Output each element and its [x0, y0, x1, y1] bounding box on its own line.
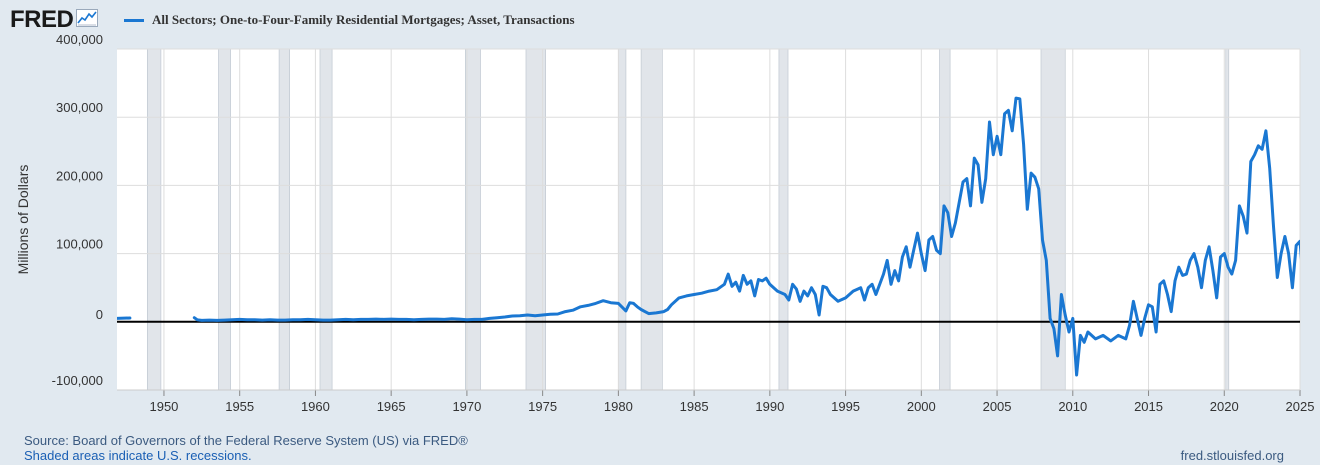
plot-area — [117, 49, 1300, 390]
x-tick-label: 1970 — [452, 399, 481, 414]
recession-band — [618, 48, 627, 391]
chart-canvas: -100,000 0 100,000 200,000 300,000 400,000 195… — [15, 32, 1315, 414]
x-tick-label: 2000 — [907, 399, 936, 414]
recession-band — [778, 48, 789, 391]
recession-band — [1040, 48, 1066, 391]
legend-label[interactable]: All Sectors; One-to-Four-Family Resident… — [152, 12, 575, 27]
y-tick-label: 0 — [96, 307, 103, 322]
trend-line-icon — [76, 8, 99, 32]
recession-band — [278, 48, 290, 391]
x-tick-label: 2010 — [1058, 399, 1087, 414]
recession-band — [146, 48, 162, 391]
y-tick-label: 200,000 — [56, 168, 103, 183]
y-tick-label: 100,000 — [56, 237, 103, 252]
x-tick-label: 2020 — [1210, 399, 1239, 414]
x-tick-label: 1985 — [680, 399, 709, 414]
recession-band — [465, 48, 481, 391]
fred-site-url[interactable]: fred.stlouisfed.org — [1180, 448, 1284, 463]
y-tick-label: -100,000 — [52, 373, 103, 388]
chart-legend: All Sectors; One-to-Four-Family Resident… — [124, 12, 575, 28]
recession-band — [640, 48, 663, 391]
x-tick-label: 1965 — [377, 399, 406, 414]
recession-band — [1225, 48, 1230, 391]
fred-logo[interactable]: FRED — [10, 6, 99, 34]
x-tick-label: 1980 — [604, 399, 633, 414]
x-tick-label: 1955 — [225, 399, 254, 414]
recession-note-link[interactable]: Shaded areas indicate U.S. recessions. — [24, 448, 252, 463]
x-tick-label: 1995 — [831, 399, 860, 414]
recession-band — [319, 48, 333, 391]
source-text: Source: Board of Governors of the Federa… — [24, 433, 468, 448]
recession-band — [218, 48, 231, 391]
series-line — [192, 96, 1300, 377]
footer-source: Source: Board of Governors of the Federa… — [24, 433, 468, 463]
x-tick-label: 2025 — [1286, 399, 1315, 414]
x-tick-label: 2005 — [983, 399, 1012, 414]
y-tick-label: 300,000 — [56, 100, 103, 115]
y-tick-label: 400,000 — [56, 32, 103, 47]
legend-swatch — [124, 18, 144, 22]
x-tick-label: 1960 — [301, 399, 330, 414]
y-axis-title: Millions of Dollars — [15, 165, 31, 275]
x-tick-label: 1990 — [755, 399, 784, 414]
x-tick-label: 1975 — [528, 399, 557, 414]
fred-logo-text: FRED — [10, 6, 74, 33]
x-tick-label: 1950 — [149, 399, 178, 414]
x-tick-label: 2015 — [1134, 399, 1163, 414]
